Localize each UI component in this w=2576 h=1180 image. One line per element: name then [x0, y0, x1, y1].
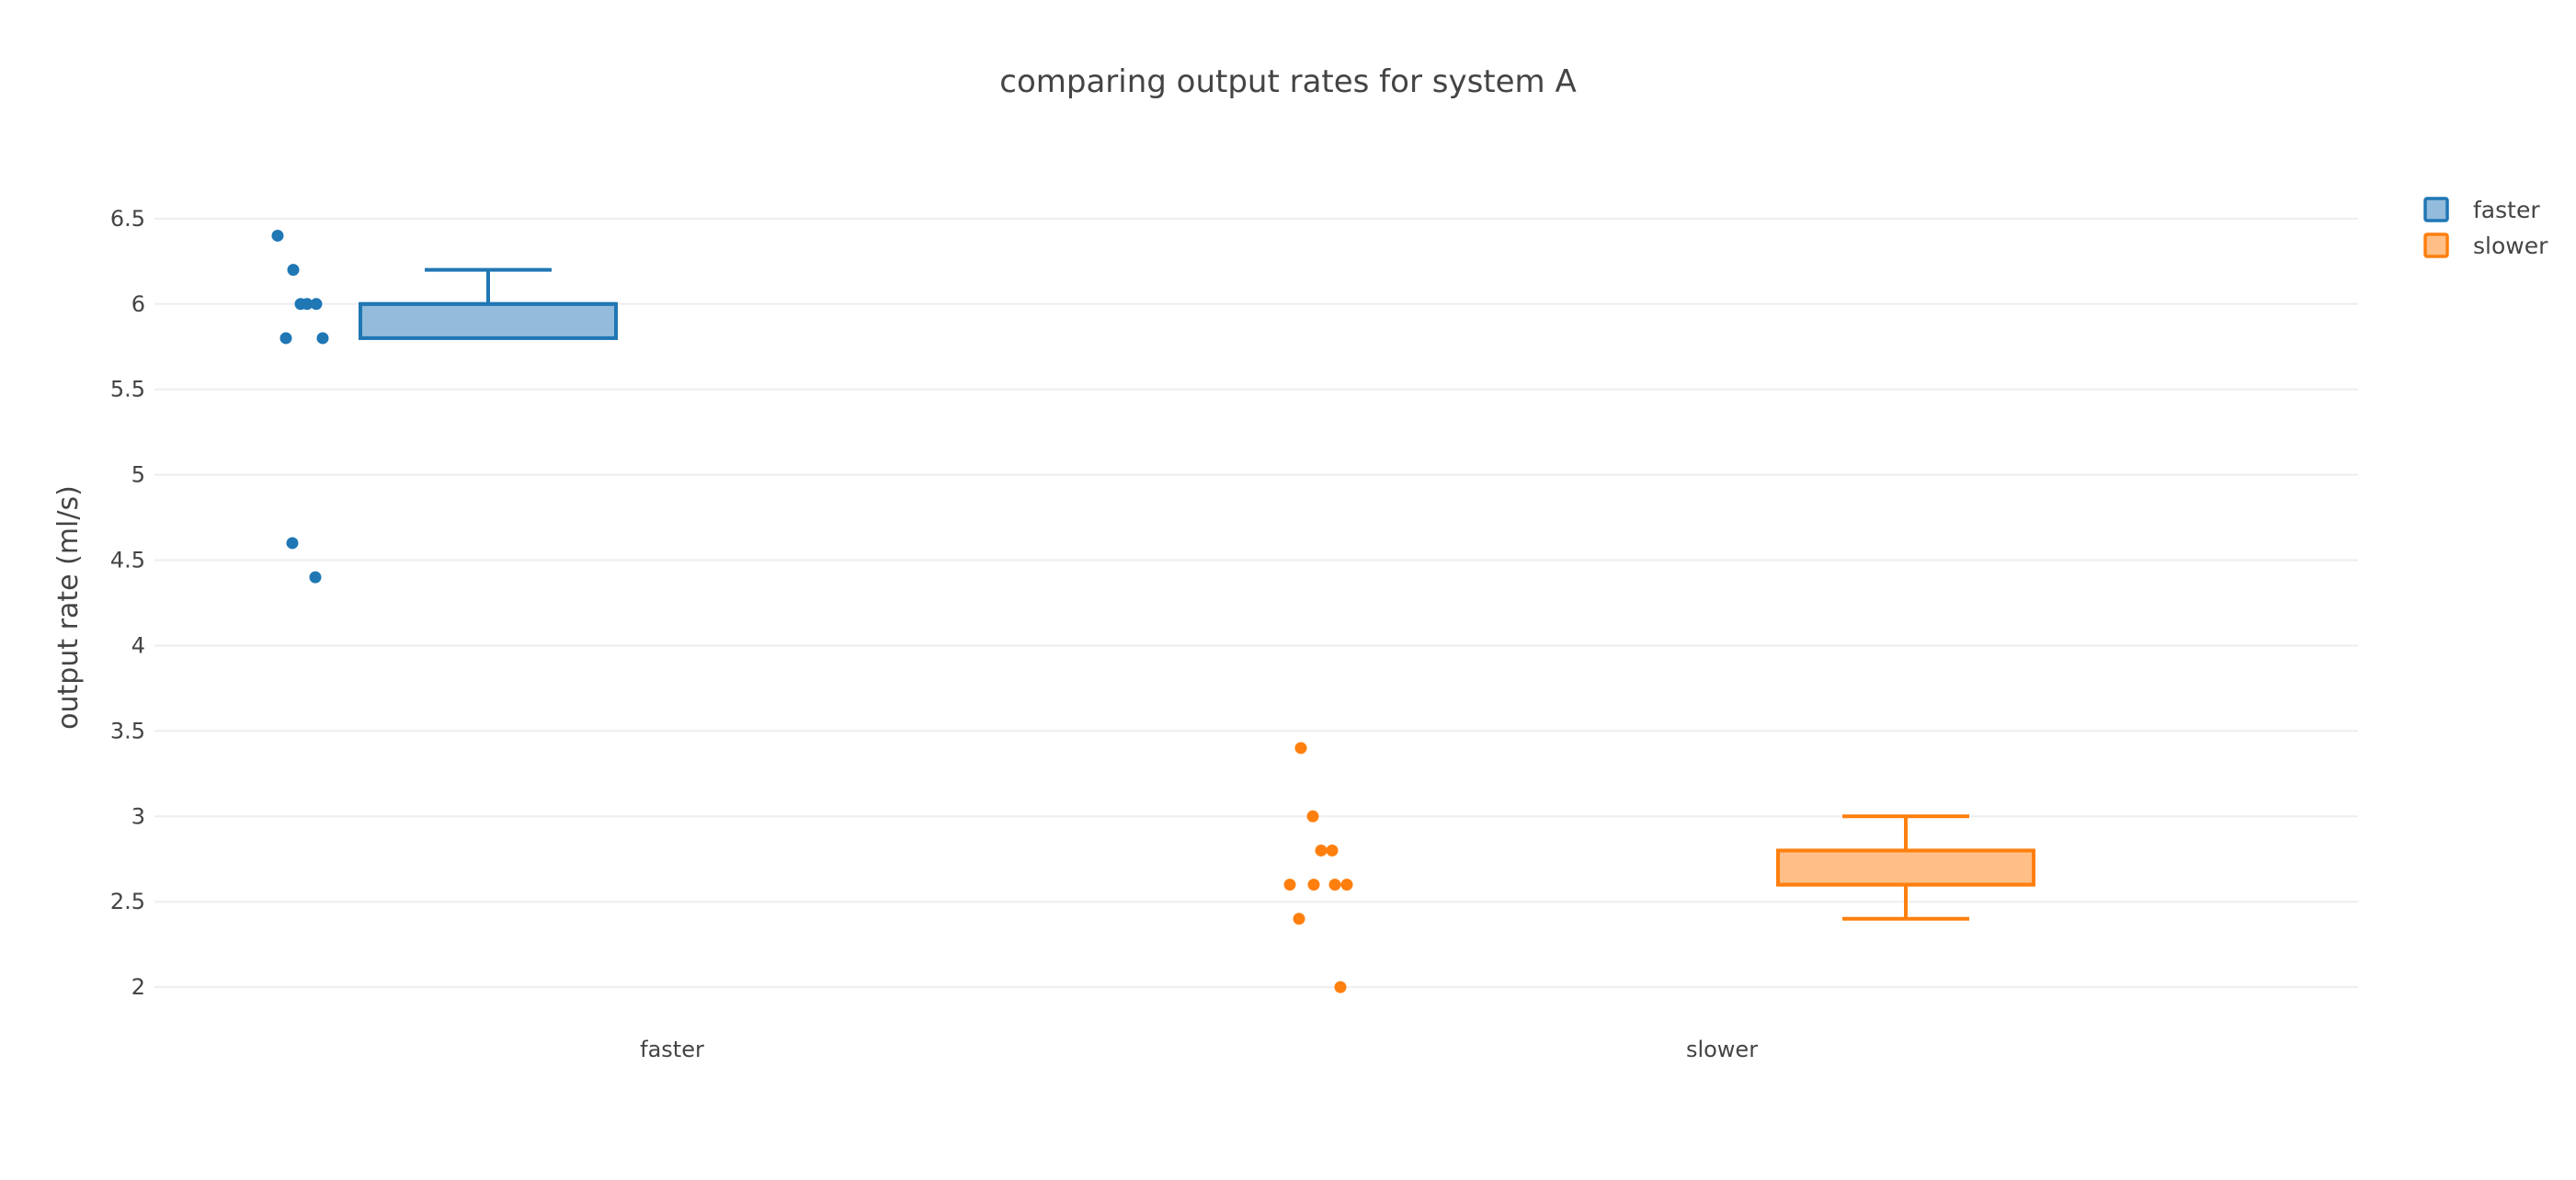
legend-label: faster: [2473, 197, 2540, 223]
legend-label: slower: [2473, 233, 2548, 259]
data-point[interactable]: [1328, 879, 1341, 891]
data-point[interactable]: [1326, 844, 1339, 857]
data-point[interactable]: [310, 298, 323, 311]
box-iqr[interactable]: [1776, 848, 2035, 887]
y-tick-label: 6: [131, 291, 145, 317]
legend-swatch: [2423, 233, 2449, 258]
legend[interactable]: faster slower: [2423, 197, 2548, 259]
y-tick-label: 4.5: [110, 548, 145, 573]
chart-title: comparing output rates for system A: [999, 63, 1576, 100]
legend-swatch: [2423, 197, 2449, 222]
y-tick-label: 6.5: [110, 206, 145, 232]
data-point[interactable]: [1293, 913, 1305, 925]
y-tick-label: 2: [131, 974, 145, 1000]
data-point[interactable]: [1334, 981, 1347, 993]
data-point[interactable]: [316, 332, 329, 345]
x-tick-label-slower: slower: [1686, 1037, 1758, 1062]
y-tick-label: 5.5: [110, 377, 145, 403]
data-point[interactable]: [1340, 879, 1353, 891]
y-tick-labels: 2 2.5 3 3.5 4 4.5 5 5.5 6 6.5: [110, 206, 145, 1000]
data-point[interactable]: [309, 571, 322, 584]
y-tick-label: 5: [131, 462, 145, 488]
y-tick-label: 3.5: [110, 718, 145, 743]
data-point[interactable]: [279, 332, 292, 345]
y-tick-label: 2.5: [110, 889, 145, 914]
y-tick-label: 3: [131, 803, 145, 829]
data-point[interactable]: [1294, 742, 1307, 755]
x-tick-label-faster: faster: [640, 1037, 704, 1062]
data-point[interactable]: [301, 298, 313, 311]
box-iqr[interactable]: [359, 301, 618, 340]
legend-item-faster[interactable]: faster: [2423, 197, 2540, 223]
series-faster[interactable]: [271, 229, 618, 584]
data-point[interactable]: [1283, 879, 1296, 891]
data-point[interactable]: [271, 229, 284, 242]
data-point[interactable]: [286, 537, 299, 550]
grid-layer: [154, 217, 2358, 989]
series-slower[interactable]: [1283, 742, 2035, 993]
y-tick-label: 4: [131, 632, 145, 658]
data-point[interactable]: [287, 264, 300, 277]
data-point[interactable]: [1307, 879, 1320, 891]
data-point[interactable]: [1315, 844, 1328, 857]
data-point[interactable]: [1306, 810, 1319, 823]
legend-item-slower[interactable]: slower: [2423, 233, 2548, 259]
y-axis-label: output rate (ml/s): [52, 485, 85, 730]
x-tick-labels: faster slower: [640, 1037, 1758, 1062]
series-layer: [271, 229, 2035, 993]
